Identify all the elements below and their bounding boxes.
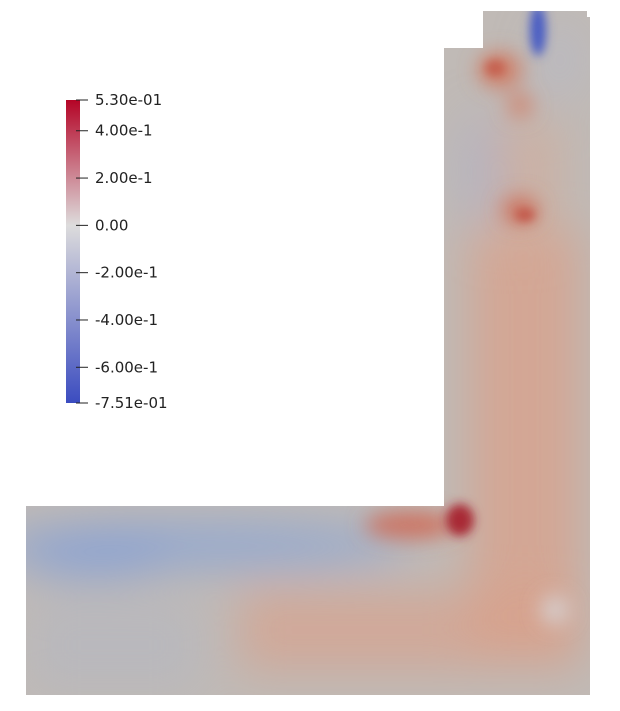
colorbar-tick-label-2: 2.00e-1 (95, 169, 153, 187)
colorbar-bar (66, 100, 80, 403)
colorbar-tick-label-3: 0.00 (95, 216, 128, 234)
colorbar: 5.30e-01 4.00e-1 2.00e-1 0.00 -2.00e-1 -4.00e… (66, 91, 168, 412)
colorbar-tick-label-4: -2.00e-1 (95, 264, 158, 282)
colorbar-tick-label-7: -7.51e-01 (95, 394, 168, 412)
colorbar-tick-label-0: 5.30e-01 (95, 91, 162, 109)
colorbar-tick-label-5: -4.00e-1 (95, 311, 158, 329)
colorbar-tick-label-6: -6.00e-1 (95, 358, 158, 376)
colorbar-ticks: 5.30e-01 4.00e-1 2.00e-1 0.00 -2.00e-1 -4.00e… (76, 91, 168, 412)
colorbar-tick-label-1: 4.00e-1 (95, 122, 153, 140)
